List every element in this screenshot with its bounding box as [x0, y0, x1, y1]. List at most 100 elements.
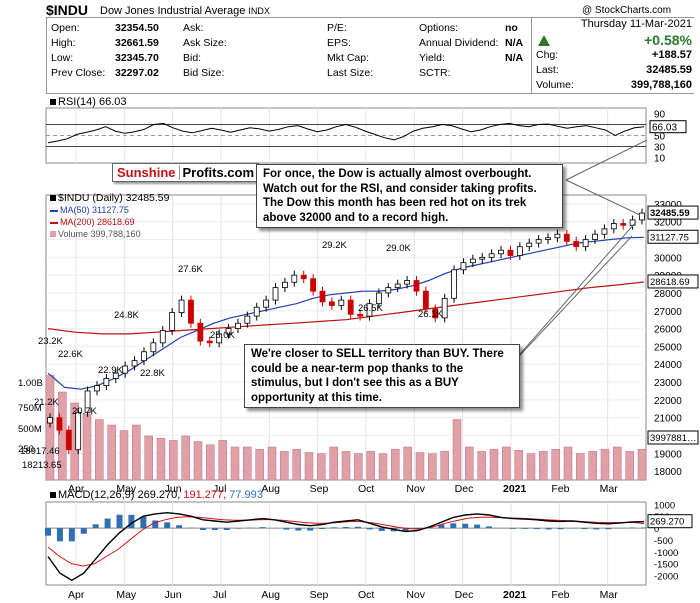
- price-candle: [347, 299, 354, 315]
- x-month-label: Feb: [551, 589, 569, 601]
- volume-bar: [169, 440, 178, 481]
- x-month-label: Jun: [165, 483, 182, 495]
- macd-histogram-bar: [629, 527, 636, 529]
- macd-histogram-bar: [128, 514, 135, 529]
- macd-histogram-bar: [176, 525, 183, 529]
- macd-histogram-bar: [283, 528, 290, 530]
- price-tick-label: 32000: [654, 218, 682, 229]
- macd-histogram-bar: [354, 526, 361, 529]
- x-month-label: Feb: [551, 483, 569, 495]
- x-month-label: Dec: [455, 589, 474, 601]
- volume-bar: [243, 446, 252, 481]
- price-right-tag: 28618.69: [650, 277, 690, 288]
- price-point-label: 18917.46: [20, 446, 60, 457]
- x-month-label: 2021: [503, 483, 527, 495]
- price-candle: [150, 342, 157, 353]
- callout-connector: [505, 221, 637, 371]
- price-panel: 3300032000310003000029000280002700026000…: [18, 139, 699, 481]
- price-tick-label: 26000: [654, 325, 682, 336]
- change-percent: +0.58%: [644, 32, 692, 48]
- x-month-label: Aug: [261, 589, 280, 601]
- macd-histogram-bar: [545, 528, 552, 530]
- quote-table: Open: 32354.50 Ask: P/E: Options: no High:…: [51, 21, 524, 79]
- ma50-legend-label: MA(50) 31127.75: [60, 205, 129, 215]
- x-month-label: Dec: [455, 483, 474, 495]
- price-frame: [45, 194, 647, 481]
- price-tick-label: 28000: [654, 289, 682, 300]
- x-axis: Apr Apr May May Jun Jun Jul Jul Aug Aug Sep Sep Oct O…: [68, 483, 618, 601]
- change-value: +188.57: [651, 49, 692, 61]
- price-right-tag-box: [647, 274, 699, 289]
- hist-legend-value: 77.993: [229, 489, 263, 501]
- volume-value: 399,788,160: [630, 79, 692, 91]
- macd-histogram-bar: [641, 527, 647, 529]
- price-candle: [310, 278, 317, 292]
- price-candle: [112, 372, 119, 379]
- price-candle: [516, 246, 523, 256]
- x-month-label: Jun: [165, 589, 182, 601]
- last-value: 32485.59: [646, 64, 692, 76]
- exchange-code: INDX: [248, 6, 270, 16]
- ma50-line: [47, 236, 645, 390]
- volume-label: Volume:: [536, 79, 574, 91]
- volume-bar: [637, 448, 647, 481]
- price-tick-label: 24000: [654, 360, 682, 371]
- price-candle: [610, 223, 617, 230]
- volume-bar: [502, 446, 511, 481]
- rsi-tick-label: 10: [654, 154, 666, 165]
- volume-bar: [230, 446, 240, 481]
- macd-histogram-bar: [486, 526, 493, 529]
- price-candle: [451, 269, 457, 299]
- price-right-tag-box: [647, 430, 699, 445]
- price-candle: [498, 249, 504, 255]
- price-candle: [225, 328, 232, 335]
- macd-histogram-bar: [581, 528, 588, 530]
- price-candle: [563, 233, 570, 242]
- macd-histogram-bar: [259, 527, 266, 529]
- macd-right-tag-box: [647, 514, 693, 529]
- price-candle: [178, 299, 185, 313]
- volume-bar: [181, 435, 190, 481]
- macd-histogram-bar: [68, 528, 75, 542]
- rsi-panel: 907050301066.03: [45, 107, 687, 165]
- change-label: Chg:: [536, 49, 559, 61]
- macd-histogram-bar: [92, 524, 99, 529]
- volume-bar: [428, 453, 437, 481]
- x-month-label: Nov: [406, 483, 425, 495]
- volume-bar: [526, 453, 536, 481]
- volume-bar: [415, 452, 425, 481]
- volume-tick-label: 500M: [18, 424, 42, 435]
- volume-tick-label: 750M: [18, 403, 42, 414]
- price-point-label: 20.7K: [72, 406, 97, 417]
- credit-text: @ StockCharts.com: [582, 5, 672, 16]
- price-point-label: 22.8K: [140, 368, 165, 379]
- price-right-tag-box: [647, 229, 699, 244]
- volume-tick-label: 1.00B: [18, 378, 43, 389]
- price-right-tag: 31127.75: [650, 232, 689, 243]
- volume-bar: [514, 450, 523, 481]
- price-candle: [75, 411, 82, 451]
- volume-bar: [489, 448, 499, 481]
- price-candle: [404, 280, 410, 285]
- callout-connector: [565, 179, 641, 216]
- price-candle: [479, 256, 486, 260]
- macd-legend: MACD(12,26,9) 269.270, 191.277, 77.993: [50, 489, 263, 501]
- price-right-tag-box: [647, 205, 699, 220]
- price-candle: [394, 283, 401, 289]
- macd-histogram-bar: [366, 528, 373, 530]
- macd-right-tag: 269.270: [650, 517, 684, 528]
- macd-histogram-bar: [521, 528, 528, 529]
- macd-histogram-bar: [140, 516, 147, 529]
- rsi-swatch: [50, 99, 56, 105]
- price-candle: [573, 240, 580, 248]
- price-candle: [47, 417, 53, 424]
- price-legend: $INDU (Daily) 32485.59 MA(50) 31127.75 M…: [50, 192, 169, 240]
- volume-bar: [613, 446, 622, 481]
- price-candle: [413, 280, 420, 292]
- price-candle: [460, 262, 467, 271]
- macd-tick-label: -1000: [654, 548, 678, 559]
- x-month-label: Mar: [600, 589, 619, 601]
- signal-line: [47, 516, 645, 567]
- macd-histogram-bar: [104, 518, 111, 529]
- macd-tick-label: -1500: [654, 560, 678, 571]
